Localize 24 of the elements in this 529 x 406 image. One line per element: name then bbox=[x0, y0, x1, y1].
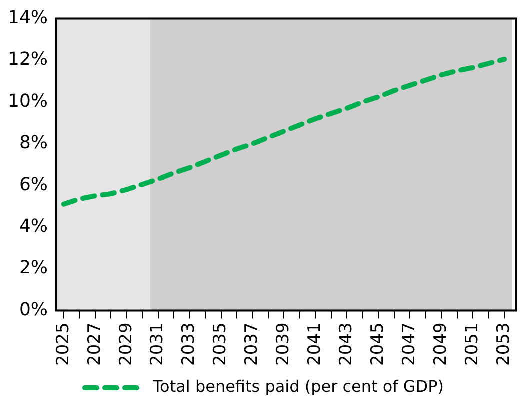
x-tick-label: 2043 bbox=[336, 322, 357, 366]
x-tick-label: 2045 bbox=[368, 322, 388, 366]
y-tick-label: 0% bbox=[19, 299, 48, 320]
x-tick-label: 2041 bbox=[305, 322, 326, 366]
x-tick-label: 2053 bbox=[494, 322, 514, 366]
y-tick-label: 6% bbox=[19, 174, 48, 196]
y-tick-label: 10% bbox=[8, 90, 48, 112]
x-tick-label: 2049 bbox=[431, 322, 452, 366]
x-tick-label: 2037 bbox=[242, 322, 262, 366]
y-tick-label: 14% bbox=[8, 7, 48, 28]
x-tick-label: 2039 bbox=[274, 322, 294, 366]
y-tick-label: 8% bbox=[19, 132, 48, 154]
x-tick-label: 2029 bbox=[116, 322, 136, 366]
x-tick-label: 2025 bbox=[53, 322, 74, 366]
y-tick-label: 12% bbox=[8, 49, 48, 70]
x-tick-label: 2031 bbox=[148, 322, 168, 366]
x-tick-label: 2027 bbox=[84, 322, 105, 366]
x-tick-label: 2033 bbox=[179, 322, 200, 366]
x-tick-label: 2047 bbox=[400, 322, 420, 366]
x-tick-label: 2051 bbox=[462, 322, 483, 366]
x-tick-label: 2035 bbox=[210, 322, 231, 366]
y-tick-label: 2% bbox=[19, 258, 48, 279]
legend-label: Total benefits paid (per cent of GDP) bbox=[152, 377, 444, 396]
y-tick-label: 4% bbox=[19, 216, 48, 237]
